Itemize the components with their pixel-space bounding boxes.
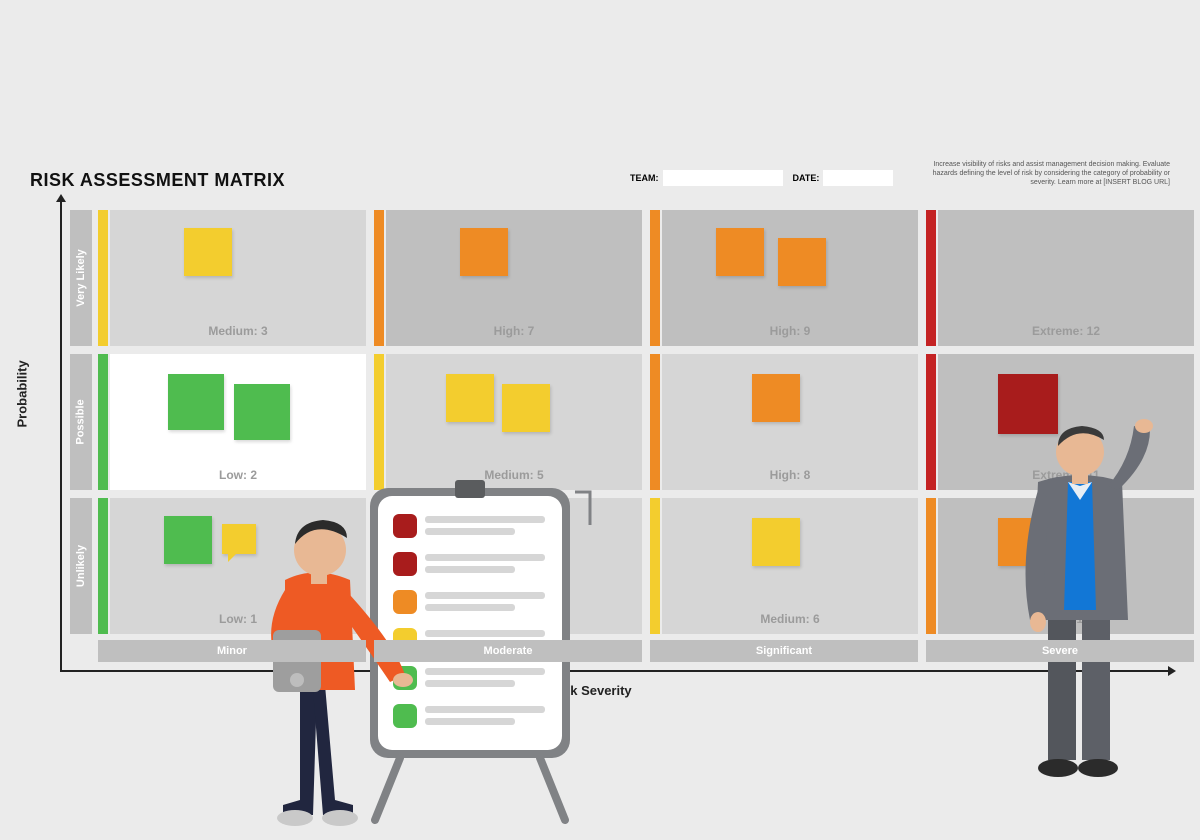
risk-color-bar xyxy=(650,498,660,634)
meta-fields: TEAM: DATE: xyxy=(630,170,893,186)
risk-color-bar xyxy=(98,210,108,346)
date-input[interactable] xyxy=(823,170,893,186)
matrix-cell[interactable]: Extreme: 12 xyxy=(926,210,1194,346)
sticky-note[interactable] xyxy=(164,516,212,564)
cell-body: High: 7 xyxy=(386,210,642,346)
cell-score-label: High: 7 xyxy=(386,324,642,338)
sticky-note[interactable] xyxy=(460,228,508,276)
sticky-note[interactable] xyxy=(446,374,494,422)
cell-body: Medium: 6 xyxy=(662,498,918,634)
illustration-analyst xyxy=(1000,390,1160,790)
cell-score-label: High: 9 xyxy=(662,324,918,338)
risk-color-bar xyxy=(98,498,108,634)
col-label: Significant xyxy=(650,640,918,662)
sticky-note[interactable] xyxy=(778,238,826,286)
team-field: TEAM: xyxy=(630,170,783,186)
sticky-note[interactable] xyxy=(502,384,550,432)
page-title: RISK ASSESSMENT MATRIX xyxy=(30,170,285,191)
risk-color-bar xyxy=(926,210,936,346)
matrix-cell[interactable]: Medium: 6 xyxy=(650,498,918,634)
cell-body: Medium: 3 xyxy=(110,210,366,346)
cell-score-label: High: 8 xyxy=(662,468,918,482)
col-label: Moderate xyxy=(374,640,642,662)
row-label: Very Likely xyxy=(70,210,92,346)
risk-color-bar xyxy=(650,354,660,490)
date-field: DATE: xyxy=(793,170,894,186)
risk-color-bar xyxy=(374,210,384,346)
sticky-note[interactable] xyxy=(716,228,764,276)
cell-body: High: 8 xyxy=(662,354,918,490)
col-label: Severe xyxy=(926,640,1194,662)
sticky-note[interactable] xyxy=(752,518,800,566)
matrix-cell[interactable]: High: 9 xyxy=(650,210,918,346)
row-label: Unlikely xyxy=(70,498,92,634)
cell-score-label: Extreme: 12 xyxy=(938,324,1194,338)
cell-score-label: Medium: 6 xyxy=(662,612,918,626)
matrix-cell[interactable]: High: 7 xyxy=(374,210,642,346)
y-axis-label: Probability xyxy=(15,360,30,427)
risk-color-bar xyxy=(650,210,660,346)
sticky-note[interactable] xyxy=(752,374,800,422)
date-label: DATE: xyxy=(793,173,820,183)
cell-body: High: 9 xyxy=(662,210,918,346)
cell-score-label: Medium: 3 xyxy=(110,324,366,338)
risk-color-bar xyxy=(926,498,936,634)
risk-color-bar xyxy=(926,354,936,490)
cell-body: Extreme: 12 xyxy=(938,210,1194,346)
y-axis-line xyxy=(60,200,62,670)
description-text: Increase visibility of risks and assist … xyxy=(920,160,1170,187)
sticky-note[interactable] xyxy=(234,384,290,440)
sticky-note[interactable] xyxy=(168,374,224,430)
sticky-note[interactable] xyxy=(184,228,232,276)
row-label: Possible xyxy=(70,354,92,490)
risk-color-bar xyxy=(98,354,108,490)
team-input[interactable] xyxy=(663,170,783,186)
matrix-cell[interactable]: High: 8 xyxy=(650,354,918,490)
col-label: Minor xyxy=(98,640,366,662)
team-label: TEAM: xyxy=(630,173,659,183)
sticky-note[interactable] xyxy=(222,524,256,554)
matrix-cell[interactable]: Medium: 3 xyxy=(98,210,366,346)
